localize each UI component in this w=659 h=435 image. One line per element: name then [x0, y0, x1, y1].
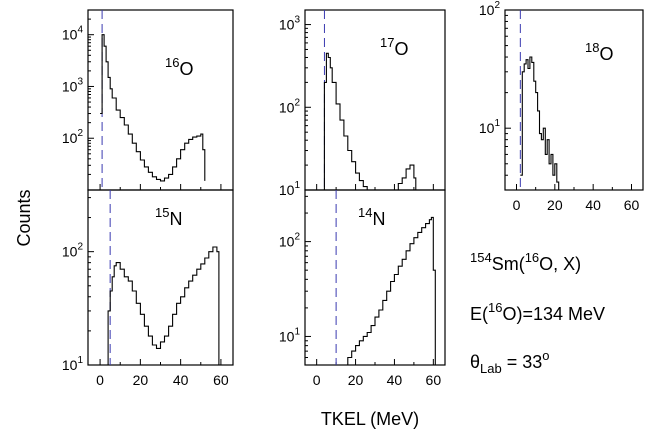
x-tick-label: 40 [173, 372, 189, 388]
x-tick-label: 20 [348, 372, 364, 388]
reaction-target: Sm( [492, 254, 525, 274]
x-tick-label: 20 [547, 197, 563, 213]
y-tick-label: 103 [279, 15, 301, 33]
y-tick-label: 102 [62, 242, 84, 260]
angle-degree: o [542, 348, 549, 363]
y-tick-label: 104 [62, 25, 84, 43]
x-axis-title: TKEL (MeV) [321, 409, 419, 429]
panel-p15n: 101 102 0 20 40 60 15N [62, 189, 234, 388]
panel-p14n: 101 102 0 20 40 60 14N [279, 189, 446, 388]
panel-frame [504, 9, 644, 191]
x-tick-label: 60 [426, 372, 442, 388]
angle-subscript: Lab [480, 361, 502, 376]
reaction-projectile-mass: 16 [525, 250, 539, 265]
panel-label: 15N [155, 205, 182, 229]
x-tick-label: 0 [96, 372, 104, 388]
x-tick-label: 40 [585, 197, 601, 213]
spectrum-line [106, 246, 220, 366]
energy-rest: O)=134 MeV [502, 304, 605, 324]
panels: 102 103 104 16O 101 102 103 17O 101 102 0 20 40 60 18O… [62, 0, 644, 388]
y-tick-label: 102 [279, 232, 301, 250]
panel-label: 16O [165, 55, 193, 79]
reaction-target-mass: 154 [470, 250, 492, 265]
x-tick-label: 60 [213, 372, 229, 388]
reaction-rest: O, X) [539, 254, 581, 274]
y-axis-title: Counts [14, 189, 34, 246]
panel-label: 17O [380, 35, 408, 59]
energy-mass: 16 [488, 300, 502, 315]
spectrum-line [100, 34, 206, 182]
spectrum-line [343, 216, 436, 366]
x-tick-label: 0 [513, 197, 521, 213]
y-tick-label: 101 [279, 180, 301, 198]
angle-equals: = 33 [502, 352, 543, 372]
y-tick-label: 101 [279, 326, 301, 344]
x-tick-label: 40 [387, 372, 403, 388]
x-tick-label: 0 [313, 372, 321, 388]
panel-p16o: 102 103 104 16O [62, 9, 234, 191]
x-tick-label: 60 [624, 197, 640, 213]
y-tick-label: 103 [62, 76, 84, 94]
energy-prefix: E( [470, 304, 488, 324]
panel-label: 14N [358, 205, 385, 229]
y-tick-label: 102 [62, 128, 84, 146]
spectrum-line [520, 56, 560, 190]
y-tick-label: 102 [279, 97, 301, 115]
x-tick-label: 20 [133, 372, 149, 388]
panel-frame [87, 9, 234, 191]
y-tick-label: 101 [479, 118, 501, 136]
y-tick-label: 101 [62, 355, 84, 373]
panel-p18o: 101 102 0 20 40 60 18O [479, 0, 644, 213]
panel-frame [304, 9, 446, 191]
reaction-annotation: 154Sm(16O, X) [470, 250, 581, 274]
angle-annotation: θLab = 33o [470, 348, 550, 376]
energy-annotation: E(16O)=134 MeV [470, 300, 605, 324]
panel-label: 18O [585, 40, 613, 64]
angle-symbol: θ [470, 352, 480, 372]
spectrum-line [322, 52, 417, 191]
panel-p17o: 101 102 103 17O [279, 9, 446, 198]
y-tick-label: 102 [479, 0, 501, 18]
